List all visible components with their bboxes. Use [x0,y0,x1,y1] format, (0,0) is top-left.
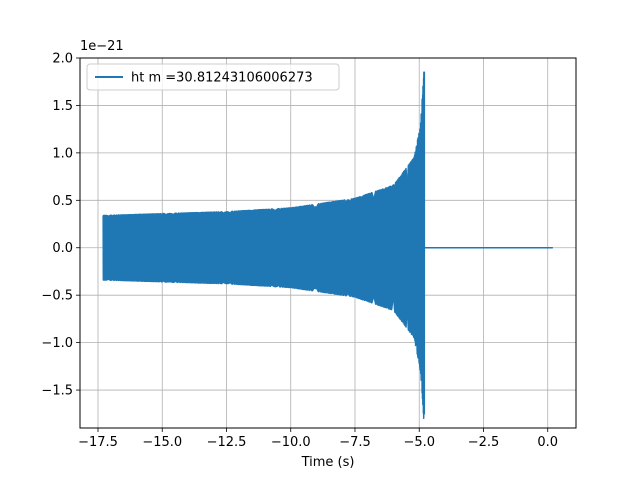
y-axis: −1.5 −1.0 −0.5 0.0 0.5 1.0 1.5 2.0 [41,52,80,399]
series-layer [102,71,553,419]
y-tick-label: −0.5 [41,289,73,304]
x-tick-label: −7.5 [339,435,371,450]
y-tick-label: 2.0 [52,52,73,67]
grid [80,57,576,428]
x-tick-label: −5.0 [403,435,435,450]
x-axis: −17.5 −15.0 −12.5 −10.0 −7.5 −5.0 −2.5 0.0 [78,428,558,450]
legend: ht m =30.81243106006273 [86,63,340,91]
y-tick-label: −1.5 [41,384,73,399]
y-tick-label: 1.0 [52,146,73,161]
series-line [102,71,553,419]
x-tick-label: −2.5 [468,435,500,450]
y-tick-label: 0.5 [52,194,73,209]
y-offset-label: 1e−21 [80,39,124,54]
x-tick-label: −15.0 [142,435,182,450]
y-tick-label: 1.5 [52,99,73,114]
y-tick-label: −1.0 [41,336,73,351]
x-tick-label: 0.0 [537,435,558,450]
x-axis-label: Time (s) [301,455,355,470]
x-tick-label: −12.5 [207,435,247,450]
legend-entry-label: ht m =30.81243106006273 [131,71,313,86]
legend-box [86,63,340,91]
y-tick-label: 0.0 [52,241,73,256]
x-tick-label: −17.5 [78,435,118,450]
x-tick-label: −10.0 [271,435,311,450]
axes-frame [79,57,577,429]
